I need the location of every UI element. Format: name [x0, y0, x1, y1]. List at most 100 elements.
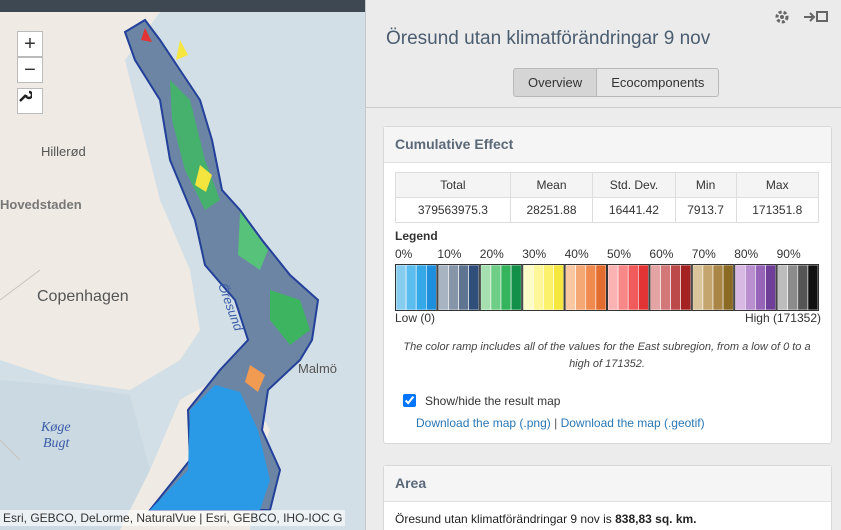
table-cell: 16441.42 — [592, 197, 676, 223]
area-text: Öresund utan klimatförändringar 9 nov is… — [395, 512, 697, 526]
table-header: Total — [395, 172, 511, 198]
ramp-swatch — [744, 264, 756, 311]
area-card: Area Öresund utan klimatförändringar 9 n… — [383, 465, 832, 530]
city-label: Copenhagen — [37, 288, 129, 305]
tools-button[interactable] — [17, 88, 43, 114]
table-header: Min — [674, 172, 737, 198]
ramp-swatch — [438, 264, 449, 311]
checkbox[interactable] — [403, 394, 416, 407]
tab[interactable]: Overview — [513, 68, 598, 97]
ramp-swatch — [765, 264, 776, 311]
percent-label: 60% — [649, 247, 674, 261]
ramp-swatch — [734, 264, 746, 311]
attribution: Esri, GEBCO, DeLorme, NaturalVue | Esri,… — [0, 510, 346, 526]
ramp-swatch — [575, 264, 587, 311]
table-cell: 171351.8 — [735, 197, 820, 223]
ramp-group — [522, 264, 565, 311]
panel-header: Öresund utan klimatförändringar 9 nov Ov… — [366, 0, 841, 108]
stats-table: Total Mean Std. Dev. Min Max 379563975.3 28251… — [395, 172, 820, 223]
percent-label: 50% — [607, 247, 632, 261]
ramp-swatch — [500, 264, 512, 311]
ramp-swatch — [712, 264, 724, 311]
percent-label: 40% — [564, 247, 589, 261]
separator: | — [554, 416, 558, 430]
percent-label: 20% — [479, 247, 504, 261]
ramp-swatch — [702, 264, 714, 311]
download-links: Download the map (.png) | Download the m… — [416, 416, 705, 430]
wrench-icon — [19, 90, 32, 102]
table-header: Max — [735, 172, 820, 198]
ramp-swatch — [458, 264, 469, 311]
ramp-group — [479, 264, 523, 311]
table-header: Mean — [509, 172, 594, 198]
ramp-swatch — [405, 264, 417, 311]
tabs: Overview Ecocomponents — [513, 68, 720, 97]
table-cell: 7913.7 — [674, 197, 737, 223]
ramp-group — [691, 264, 735, 311]
ramp-group — [776, 264, 819, 311]
ramp-swatch — [638, 264, 649, 311]
map[interactable]: Öresund + − Hillerød Hovedstaden Copenha… — [0, 0, 365, 530]
ramp-swatch — [617, 264, 629, 311]
ramp-swatch — [650, 264, 661, 311]
ramp-group — [607, 264, 650, 311]
ramp-swatch — [607, 264, 619, 311]
ramp-swatch — [468, 264, 480, 311]
ramp-swatch — [448, 264, 459, 311]
ramp-swatch — [510, 264, 522, 311]
link[interactable]: Download the map (.png) — [416, 416, 551, 430]
legend-note: The color ramp includes all of the value… — [403, 341, 811, 370]
zoom-out[interactable]: − — [17, 57, 43, 83]
percent-label: 0% — [395, 247, 413, 261]
ramp-group — [564, 264, 608, 311]
ramp-swatch — [670, 264, 682, 311]
ramp-swatch — [692, 264, 704, 311]
zoom-in[interactable]: + — [17, 31, 43, 57]
ramp-swatch — [522, 264, 534, 311]
ramp-swatch — [807, 264, 819, 311]
ramp-swatch — [565, 264, 577, 311]
ramp-swatch — [543, 264, 554, 311]
color-ramp — [395, 264, 819, 311]
percent-label: 30% — [522, 247, 547, 261]
ramp-swatch — [660, 264, 671, 311]
ramp-swatch — [595, 264, 607, 311]
percent-label: 90% — [776, 247, 801, 261]
bay-label: Bugt — [43, 436, 70, 451]
bay-label: Køge — [41, 420, 71, 435]
card-heading: Cumulative Effect — [384, 127, 831, 163]
ramp-swatch — [480, 264, 492, 311]
ramp-group — [395, 264, 438, 311]
table-row: 379563975.3 28251.88 16441.42 7913.7 171351.… — [395, 197, 820, 223]
link[interactable]: Download the map (.geotif) — [560, 416, 705, 430]
legend-low: Low (0) — [395, 311, 436, 325]
ramp-swatch — [415, 264, 427, 311]
percent-label: 10% — [437, 247, 462, 261]
side-panel: Öresund utan klimatförändringar 9 nov Ov… — [365, 0, 841, 530]
ramp-swatch — [490, 264, 502, 311]
ramp-swatch — [585, 264, 597, 311]
ramp-swatch — [787, 264, 799, 311]
area-sentence: Öresund utan klimatförändringar 9 nov is — [395, 512, 616, 526]
ramp-swatch — [533, 264, 544, 311]
toggle[interactable]: Show/hide the result map — [399, 391, 560, 410]
percent-label: 70% — [691, 247, 716, 261]
ramp-swatch — [395, 264, 407, 311]
city-label: Malmö — [298, 361, 338, 376]
ramp-swatch — [425, 264, 437, 311]
tab[interactable]: Ecocomponents — [597, 68, 720, 97]
header-icons[interactable] — [774, 9, 830, 25]
ramp-swatch — [627, 264, 639, 311]
ramp-group — [734, 264, 777, 311]
ramp-group — [437, 264, 480, 311]
legend-high: High (171352) — [744, 311, 821, 325]
map-graphic: Öresund — [0, 0, 365, 530]
table-header: Std. Dev. — [592, 172, 676, 198]
cumulative-card: Cumulative Effect Total Mean Std. Dev. Min M… — [383, 126, 832, 444]
panel-title: Öresund utan klimatförändringar 9 nov — [386, 28, 711, 49]
ramp-swatch — [755, 264, 766, 311]
table-cell: 28251.88 — [509, 197, 594, 223]
toggle-label: Show/hide the result map — [425, 393, 561, 408]
ramp-swatch — [722, 264, 734, 311]
